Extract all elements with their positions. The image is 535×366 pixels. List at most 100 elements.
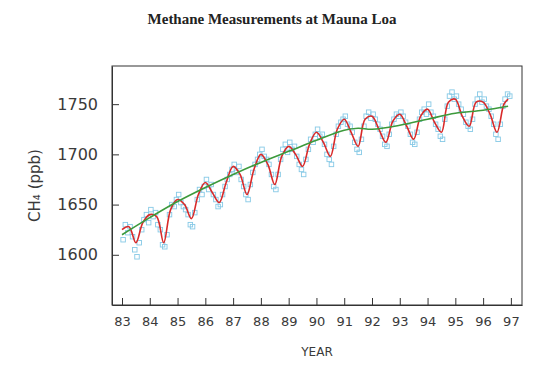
data-point [246,197,251,202]
data-point [424,112,429,117]
x-tick-label: 85 [170,314,187,329]
x-axis: 83 84 85 86 87 88 89 90 91 92 93 94 95 96 97 [113,298,523,329]
y-tick-label: 1700 [57,145,98,164]
x-tick: 96 [475,298,492,329]
data-point [329,162,334,167]
data-point [204,177,209,182]
data-point [357,150,362,155]
x-tick-label: 89 [281,314,298,329]
x-tick-label: 86 [198,314,215,329]
data-point [135,255,140,260]
x-tick-mark [344,298,345,305]
chart-container: 83 84 85 86 87 88 89 90 91 92 93 94 95 96 97 1600 1650 17… [0,0,535,366]
x-tick: 92 [364,298,381,329]
x-tick-label: 84 [142,314,159,329]
x-tick: 84 [142,298,159,329]
x-tick-mark [483,298,484,305]
data-point [482,97,487,102]
plot-area [121,90,512,259]
x-tick: 87 [225,298,242,329]
data-point [454,94,459,99]
plot-frame [112,66,522,305]
data-point [508,94,513,99]
x-tick: 94 [420,298,437,329]
y-tick: 1700 [57,145,119,164]
x-tick-mark [511,298,512,305]
data-point [121,237,126,242]
y-tick-label: 1750 [57,95,98,114]
data-point [327,157,332,162]
x-axis-title: YEAR [300,345,332,359]
chart-svg: 83 84 85 86 87 88 89 90 91 92 93 94 95 96 97 1600 1650 17… [0,0,535,366]
x-tick-mark [122,298,123,305]
background [0,0,535,366]
y-tick-mark [112,255,119,256]
x-tick-mark [372,298,373,305]
y-tick: 1750 [57,95,119,114]
x-tick-mark [261,298,262,305]
data-point [496,137,501,142]
data-point [426,102,431,107]
x-tick: 85 [170,298,187,329]
x-tick-label: 83 [114,314,131,329]
x-tick-label: 92 [364,314,381,329]
y-axis-line [112,67,113,306]
x-tick-mark [289,298,290,305]
data-point [450,90,455,95]
x-tick: 88 [253,298,270,329]
data-point [478,92,483,97]
y-tick-label: 1650 [57,195,98,214]
y-tick-label: 1600 [57,245,98,264]
data-point [237,164,242,169]
y-tick-mark [112,205,119,206]
chart-title: Methane Measurements at Mauna Loa [148,11,397,27]
data-point [283,142,288,147]
x-tick-mark [150,298,151,305]
x-tick-mark [428,298,429,305]
x-tick: 91 [336,298,353,329]
x-tick: 89 [281,298,298,329]
x-tick-mark [316,298,317,305]
data-point [176,192,181,197]
y-axis-title: CH₄ (ppb) [26,149,44,222]
data-point [190,224,195,229]
data-point [301,172,306,177]
y-tick-mark [112,104,119,105]
data-point [274,187,279,192]
x-tick-label: 95 [448,314,465,329]
x-tick-label: 97 [503,314,520,329]
x-tick-mark [455,298,456,305]
x-tick-mark [178,298,179,305]
data-point [440,137,445,142]
y-tick: 1650 [57,195,119,214]
x-tick-label: 93 [392,314,409,329]
data-point [200,192,205,197]
data-point [468,127,473,132]
x-tick: 95 [448,298,465,329]
data-point [299,167,304,172]
x-tick-label: 96 [475,314,492,329]
x-tick: 86 [198,298,215,329]
data-point [315,127,320,132]
series-line [122,106,508,235]
data-point [288,140,293,145]
y-tick: 1600 [57,245,119,264]
x-tick: 90 [309,298,326,329]
x-tick: 83 [114,298,131,329]
data-point [260,147,265,152]
y-tick-mark [112,154,119,155]
data-point [366,110,371,115]
x-tick-label: 87 [225,314,242,329]
x-tick: 93 [392,298,409,329]
x-tick-label: 90 [309,314,326,329]
series-1 [122,99,508,243]
x-tick-mark [400,298,401,305]
series-0 [121,90,512,259]
x-tick-label: 91 [336,314,353,329]
x-tick-label: 88 [253,314,270,329]
data-point [343,114,348,119]
series-2 [122,106,508,235]
data-point [163,245,168,250]
data-point [149,207,154,212]
x-tick-mark [205,298,206,305]
